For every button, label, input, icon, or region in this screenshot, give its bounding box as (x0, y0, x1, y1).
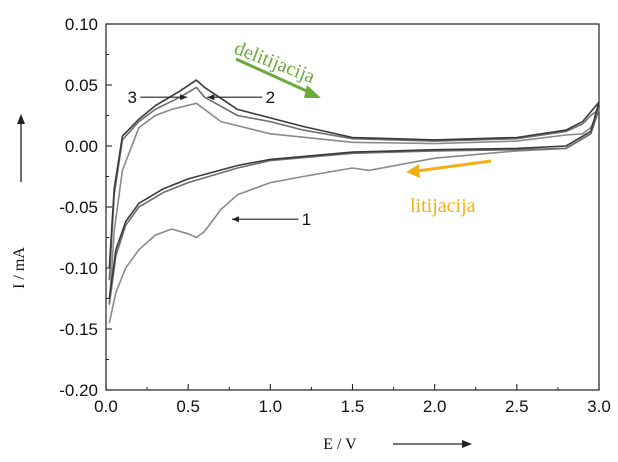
lithiation-label: litijacija (410, 195, 476, 217)
y-axis-direction-arrow (17, 114, 25, 182)
annotation-label-2: 2 (266, 88, 275, 107)
x-axis-label: E / V (323, 436, 357, 453)
series-line-2 (108, 86, 600, 305)
annotation-arrowhead-1 (231, 216, 239, 223)
y-tick-label: -0.10 (59, 259, 98, 278)
annotation-label-1: 1 (302, 210, 311, 229)
y-tick-label: -0.15 (59, 320, 98, 339)
x-tick-label: 3.0 (587, 397, 611, 416)
y-axis-label: I / mA (11, 247, 28, 289)
delithiation-arrow (235, 57, 321, 98)
series-line-3 (108, 79, 600, 299)
x-axis-direction-arrow (393, 440, 472, 448)
x-tick-label: 2.0 (423, 397, 447, 416)
y-tick-label: 0.10 (65, 15, 98, 34)
plot-frame (105, 23, 600, 391)
y-tick-label: 0.00 (65, 137, 98, 156)
y-tick-label: -0.05 (59, 198, 98, 217)
y-tick-label: 0.05 (65, 76, 98, 95)
lithiation-arrow (406, 159, 492, 178)
y-tick-label: -0.20 (59, 381, 98, 400)
ticks-layer: 0.0 0.5 1.0 1.5 2.0 2.5 3.0 0.10 0.05 0.00 -0.05 -0… (59, 15, 611, 416)
series-layer (108, 79, 600, 324)
annotation-arrowhead-3 (180, 94, 188, 101)
x-tick-label: 1.0 (259, 397, 283, 416)
delithiation-label: delitijacija (231, 37, 318, 88)
annotation-arrowhead-2 (207, 94, 215, 101)
annotation-layer: 1 2 3 (128, 88, 312, 229)
x-tick-label: 2.5 (505, 397, 529, 416)
annotation-label-3: 3 (128, 88, 137, 107)
x-tick-label: 0.0 (94, 397, 118, 416)
x-tick-label: 0.5 (176, 397, 200, 416)
x-tick-label: 1.5 (341, 397, 365, 416)
